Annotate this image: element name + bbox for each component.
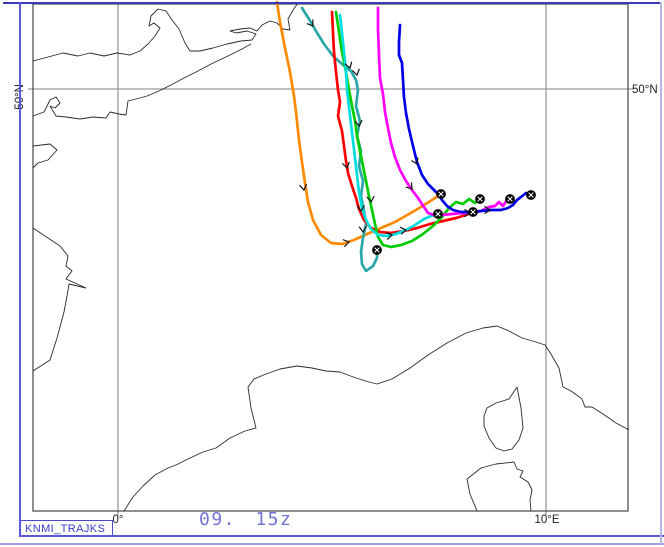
coastline [466, 461, 533, 512]
direction-arrow [484, 205, 492, 215]
trajectory-magenta [376, 6, 512, 217]
trajectory-blue [397, 23, 533, 214]
direction-arrow [399, 226, 408, 235]
direction-arrow [366, 195, 375, 204]
window-border-bottom-inner [19, 535, 664, 537]
coastline [32, 2, 299, 62]
coastline [483, 386, 524, 452]
endpoint-marker-cross [374, 247, 380, 253]
direction-arrow [356, 205, 365, 213]
endpoint-marker-cross [507, 196, 513, 202]
direction-arrow [385, 231, 394, 240]
direction-arrow [344, 61, 353, 70]
window-border-left [19, 2, 21, 537]
coastline [32, 227, 87, 372]
direction-arrow [299, 183, 308, 192]
trajectory-green [334, 10, 482, 249]
endpoint-marker-cross [477, 196, 483, 202]
direction-arrow [405, 182, 413, 190]
endpoint-marker-cross [470, 209, 476, 215]
coastline [32, 143, 58, 169]
window-border-right [660, 2, 662, 545]
direction-arrow [342, 239, 351, 248]
endpoint-marker-cross [528, 192, 534, 198]
direction-arrow [341, 161, 350, 170]
direction-arrow [411, 157, 419, 165]
trajectory-red [330, 10, 475, 235]
endpoint-marker-cross [435, 211, 441, 217]
model-label: KNMI_TRAJKS [25, 522, 106, 535]
direction-arrow [351, 68, 360, 77]
window-border-bottom-outer [0, 543, 664, 545]
lon-label-0: 0° [112, 514, 124, 526]
lon-label-10e: 10°E [534, 514, 560, 526]
trajectory-teal [300, 6, 379, 273]
direction-arrow [354, 119, 363, 128]
coastline [123, 325, 630, 512]
direction-arrow [306, 19, 314, 27]
coastline [32, 43, 252, 120]
map-frame [32, 3, 629, 512]
timestamp-title: 09. 15z [199, 509, 293, 530]
trajectory-cyan [338, 13, 440, 238]
direction-arrow [358, 226, 367, 234]
trajectory-orange [275, 0, 443, 246]
lat-label-right: 50°N [632, 84, 658, 96]
endpoint-marker-cross [438, 191, 444, 197]
window-border-top [3, 2, 662, 4]
